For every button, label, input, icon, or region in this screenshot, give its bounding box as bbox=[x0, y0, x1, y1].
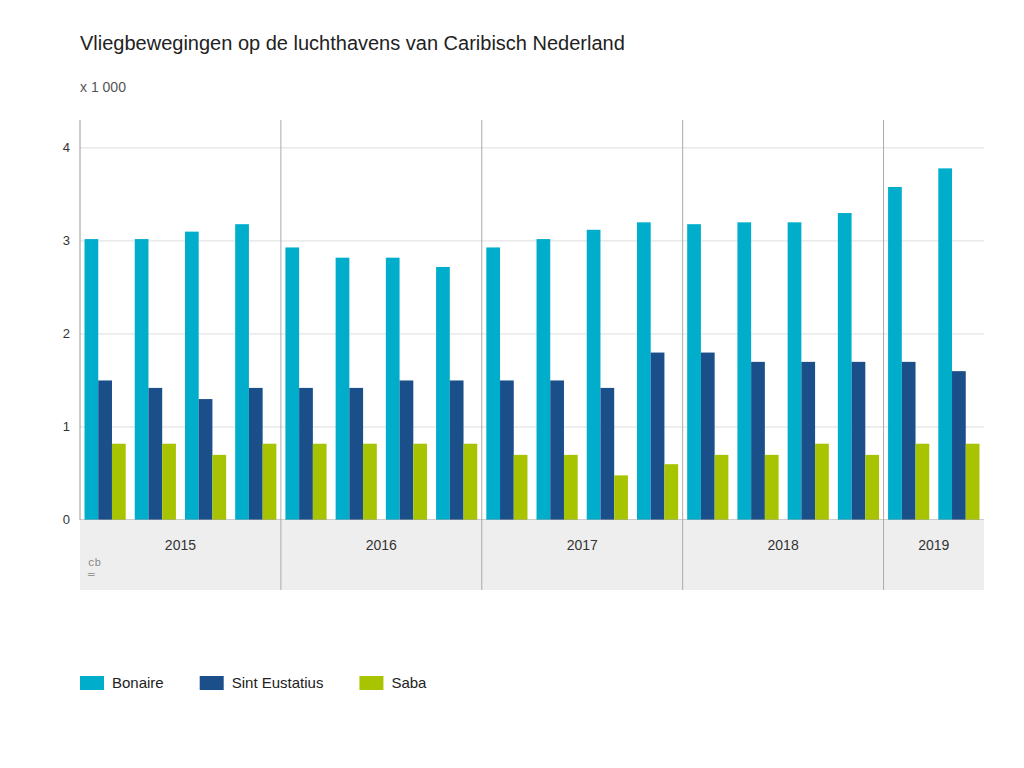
bar bbox=[865, 455, 879, 520]
legend-swatch bbox=[80, 676, 104, 690]
legend-label: Sint Eustatius bbox=[232, 674, 324, 691]
bar bbox=[299, 388, 313, 520]
background bbox=[0, 0, 1024, 768]
bar bbox=[537, 239, 551, 520]
bar bbox=[436, 267, 450, 520]
bar bbox=[550, 380, 564, 520]
bar bbox=[285, 247, 299, 520]
bar bbox=[788, 222, 802, 520]
chart: Vliegbewegingen op de luchthavens van Ca… bbox=[0, 0, 1024, 768]
y-tick-label: 4 bbox=[63, 140, 70, 155]
annotation: cb═ bbox=[87, 557, 101, 581]
y-tick-label: 1 bbox=[63, 419, 70, 434]
year-separator bbox=[280, 120, 281, 590]
legend: Bonaire Sint Eustatius Saba bbox=[80, 674, 427, 691]
legend-swatch bbox=[200, 676, 224, 690]
legend-label: Saba bbox=[391, 674, 427, 691]
bar bbox=[363, 444, 377, 520]
y-tick-label: 3 bbox=[63, 233, 70, 248]
x-tick-label: 2016 bbox=[366, 537, 397, 553]
bar bbox=[600, 388, 614, 520]
bar bbox=[687, 224, 701, 520]
grid bbox=[80, 148, 984, 520]
bar bbox=[249, 388, 263, 520]
bar bbox=[564, 455, 578, 520]
bar bbox=[587, 230, 601, 520]
y-axis-label: x 1 000 bbox=[80, 79, 126, 95]
bar bbox=[737, 222, 751, 520]
bar bbox=[751, 362, 765, 520]
bar bbox=[500, 380, 514, 520]
bar bbox=[715, 455, 729, 520]
y-tick-label: 0 bbox=[63, 512, 70, 527]
bar bbox=[938, 168, 952, 520]
y-tick-label: 2 bbox=[63, 326, 70, 341]
bar bbox=[464, 444, 478, 520]
legend-swatch bbox=[359, 676, 383, 690]
bar bbox=[815, 444, 829, 520]
bar bbox=[664, 464, 678, 520]
bar bbox=[916, 444, 930, 520]
title: Vliegbewegingen op de luchthavens van Ca… bbox=[80, 32, 625, 54]
bar bbox=[450, 380, 464, 520]
bars bbox=[85, 168, 980, 520]
bar bbox=[701, 353, 715, 520]
annotation-line: ═ bbox=[87, 569, 95, 581]
annotation-line: cb bbox=[88, 557, 101, 569]
bar bbox=[185, 232, 199, 520]
year-separator bbox=[682, 120, 683, 590]
bar bbox=[514, 455, 528, 520]
bar bbox=[801, 362, 815, 520]
bar bbox=[212, 455, 226, 520]
bar bbox=[263, 444, 277, 520]
bar bbox=[148, 388, 162, 520]
bar bbox=[838, 213, 852, 520]
bar bbox=[614, 475, 628, 520]
bar bbox=[852, 362, 866, 520]
bar bbox=[651, 353, 665, 520]
bar bbox=[336, 258, 350, 520]
bar bbox=[966, 444, 980, 520]
bar bbox=[386, 258, 400, 520]
bar bbox=[162, 444, 176, 520]
bar bbox=[413, 444, 427, 520]
bar bbox=[235, 224, 249, 520]
year-separator bbox=[481, 120, 482, 590]
bar bbox=[85, 239, 99, 520]
bar bbox=[400, 380, 414, 520]
x-tick-label: 2018 bbox=[768, 537, 799, 553]
x-tick-label: 2017 bbox=[567, 537, 598, 553]
year-separator bbox=[883, 120, 884, 590]
bar bbox=[765, 455, 779, 520]
x-tick-label: 2019 bbox=[918, 537, 949, 553]
x-tick-label: 2015 bbox=[165, 537, 196, 553]
bar bbox=[952, 371, 966, 520]
y-axis-line bbox=[80, 120, 81, 520]
bar bbox=[98, 380, 112, 520]
legend-label: Bonaire bbox=[112, 674, 164, 691]
bar bbox=[637, 222, 651, 520]
bar bbox=[486, 247, 500, 520]
bar bbox=[313, 444, 327, 520]
bar bbox=[112, 444, 126, 520]
bar bbox=[199, 399, 213, 520]
bar bbox=[902, 362, 916, 520]
bar bbox=[888, 187, 902, 520]
bar bbox=[135, 239, 149, 520]
page: {"chart_data": {"type": "bar", "title": … bbox=[0, 0, 1024, 768]
bar bbox=[349, 388, 363, 520]
grid-line bbox=[80, 147, 984, 148]
year-band bbox=[80, 520, 984, 590]
